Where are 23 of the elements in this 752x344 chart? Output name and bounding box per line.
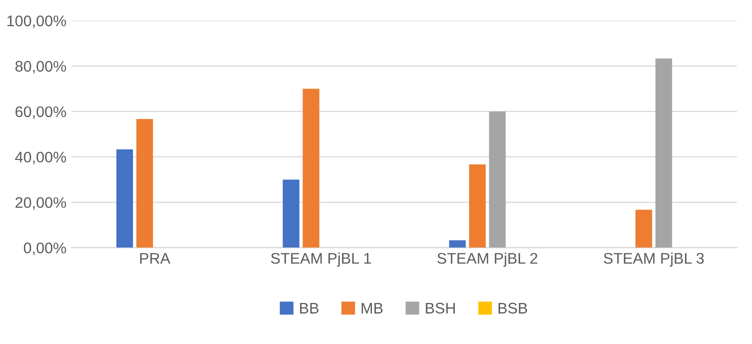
bar [302,88,320,248]
bar [489,111,506,248]
legend-label: BSH [426,302,455,314]
x-tick-label: STEAM PjBL 3 [604,252,704,267]
y-tick-label: 60,00% [16,106,66,119]
y-tick-label: 80,00% [15,60,66,74]
x-tick-label: STEAM PjBL 1 [271,252,371,267]
bar [116,149,133,248]
bar [449,240,466,248]
x-tick-label: PRA [140,253,170,264]
bar [635,210,652,248]
x-tick-label: STEAM PjBL 2 [437,252,538,267]
y-tick-label: 20,00% [16,197,66,210]
legend-label: BB [300,302,318,314]
bar [469,164,486,248]
y-tick-label: 0,00% [24,242,66,256]
y-tick-label: 100,00% [7,16,66,28]
legend-label: MB [362,302,383,314]
legend-label: BSB [498,302,528,314]
bar [282,180,300,248]
bar [655,58,672,248]
bar [136,118,153,248]
y-tick-label: 40,00% [15,152,66,164]
